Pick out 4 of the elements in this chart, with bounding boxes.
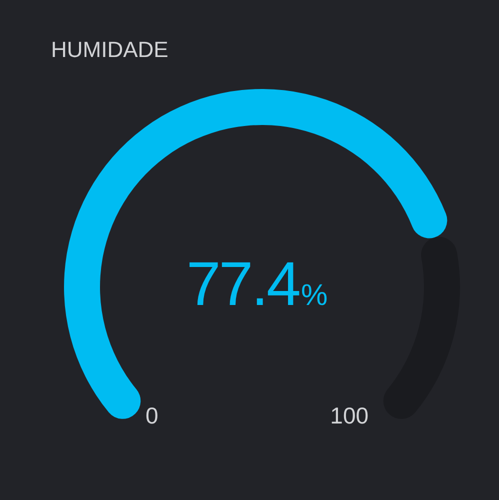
chart-title: HUMIDADE bbox=[51, 37, 168, 62]
data-label: 77.4% bbox=[186, 250, 328, 319]
text: 0 bbox=[145, 402, 158, 429]
text: 100 bbox=[330, 402, 369, 429]
